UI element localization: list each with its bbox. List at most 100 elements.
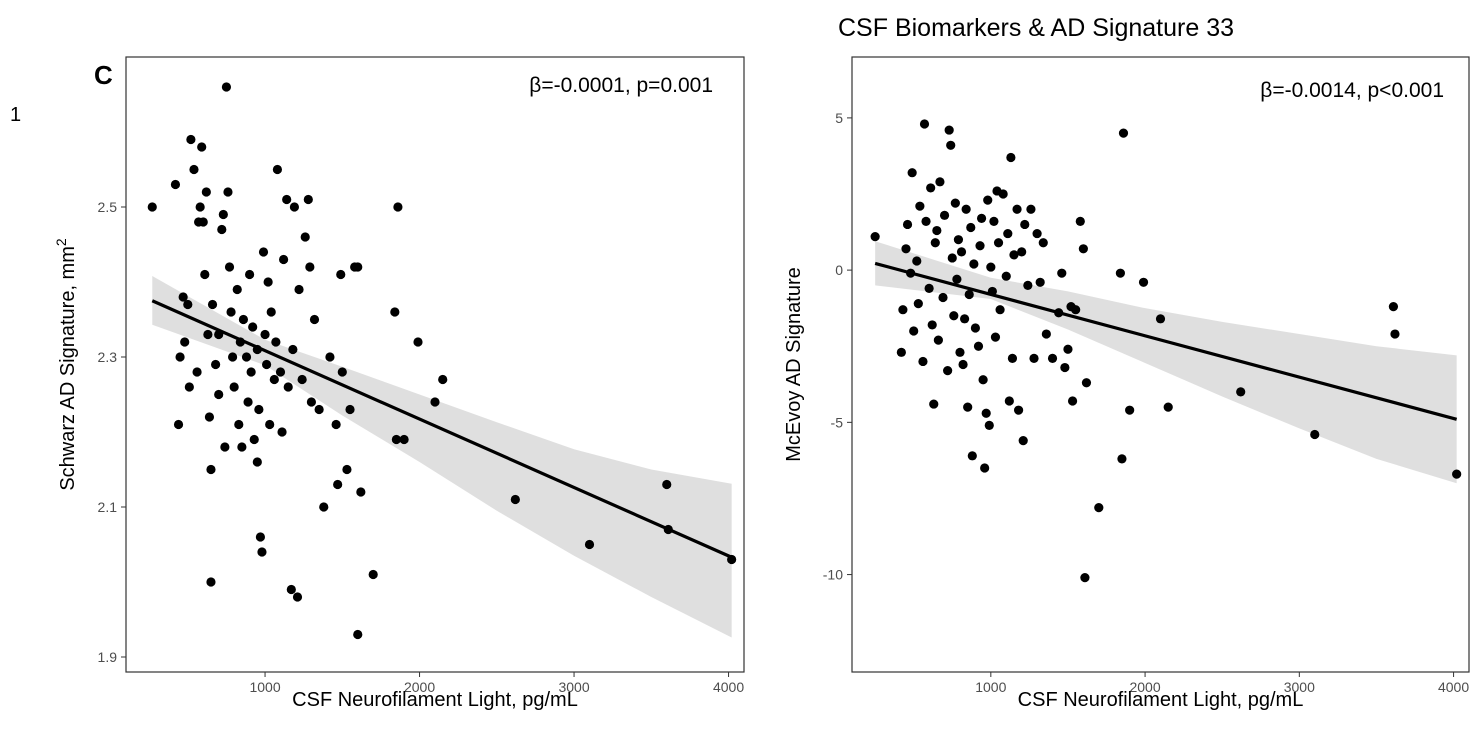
- data-point: [993, 238, 1004, 248]
- stat-annotation: β=-0.0014, p<0.001: [1260, 79, 1444, 102]
- regression-line: [874, 261, 1458, 421]
- data-point: [898, 305, 908, 315]
- data-point: [1236, 387, 1246, 397]
- data-point: [935, 177, 945, 187]
- data-point: [1023, 280, 1033, 290]
- data-point: [1452, 469, 1462, 479]
- data-point: [1001, 271, 1011, 281]
- data-point: [978, 375, 988, 385]
- data-point: [391, 434, 401, 445]
- data-point: [1026, 204, 1036, 214]
- data-point: [963, 402, 973, 412]
- data-point: [1041, 329, 1051, 339]
- data-point: [960, 314, 970, 324]
- data-point: [175, 352, 185, 362]
- data-point: [1078, 244, 1088, 254]
- data-point: [430, 397, 440, 407]
- data-point: [336, 269, 346, 280]
- data-point: [975, 241, 985, 251]
- data-point: [189, 164, 199, 175]
- data-point: [186, 134, 196, 145]
- y-tick-label: -5: [831, 414, 844, 430]
- data-point: [192, 367, 202, 377]
- x-tick-label: 1000: [249, 679, 280, 695]
- data-point: [929, 399, 939, 409]
- data-point: [258, 247, 269, 257]
- data-point: [221, 82, 232, 92]
- y-tick-label: -10: [823, 567, 843, 583]
- data-point: [271, 337, 281, 347]
- data-point: [1047, 353, 1058, 364]
- data-point: [1003, 228, 1013, 239]
- data-point: [927, 320, 937, 330]
- data-point: [266, 307, 276, 317]
- data-point: [950, 198, 960, 208]
- data-point: [261, 359, 272, 370]
- data-point: [510, 494, 520, 505]
- regression-line: [151, 299, 733, 559]
- data-point: [183, 299, 193, 310]
- x-tick-label: 3000: [558, 679, 589, 695]
- data-point: [964, 289, 974, 300]
- data-point: [282, 194, 292, 205]
- data-point: [319, 502, 329, 512]
- data-point: [289, 202, 300, 212]
- data-point: [217, 224, 227, 235]
- data-point: [1006, 152, 1016, 163]
- data-point: [902, 219, 913, 230]
- data-point: [303, 194, 313, 205]
- y-axis-title: McEvoy AD Signature: [783, 267, 805, 462]
- data-point: [220, 442, 230, 452]
- data-point: [314, 404, 324, 415]
- figure-title: CSF Biomarkers & AD Signature 33: [838, 14, 1234, 42]
- data-point: [288, 344, 298, 355]
- data-point: [919, 119, 930, 129]
- plot-frame: [125, 56, 745, 673]
- x-tick-label: 4000: [1438, 679, 1469, 695]
- data-point: [984, 420, 994, 430]
- data-point: [970, 323, 981, 333]
- data-point: [1118, 128, 1129, 138]
- data-point: [1163, 402, 1173, 412]
- data-point: [1125, 405, 1135, 415]
- data-point: [254, 404, 264, 415]
- y-axis-title-superscript: 2: [53, 238, 69, 246]
- data-point: [584, 539, 595, 550]
- data-point: [958, 359, 968, 370]
- data-point: [234, 419, 244, 430]
- data-point: [229, 382, 239, 392]
- data-point: [983, 195, 993, 205]
- data-point: [206, 464, 216, 475]
- data-point: [331, 419, 341, 430]
- panel-label: C: [94, 60, 113, 90]
- data-point: [944, 125, 954, 135]
- data-point: [390, 307, 400, 317]
- data-point: [913, 299, 923, 309]
- data-point: [206, 577, 216, 587]
- data-point: [969, 259, 979, 269]
- data-point: [1075, 216, 1085, 227]
- y-tick-label: 2.1: [98, 499, 118, 515]
- data-point: [147, 202, 157, 212]
- data-point: [981, 408, 991, 418]
- data-point: [1020, 219, 1030, 230]
- data-point: [204, 412, 215, 422]
- data-point: [966, 222, 976, 233]
- data-point: [973, 341, 984, 351]
- data-point: [197, 142, 207, 152]
- data-point: [1009, 250, 1019, 260]
- data-point: [662, 479, 672, 490]
- data-point: [949, 311, 959, 321]
- data-point: [248, 322, 258, 332]
- data-point: [203, 329, 213, 340]
- data-point: [306, 397, 316, 407]
- data-point: [300, 232, 310, 242]
- data-point: [1060, 362, 1070, 373]
- data-point: [211, 359, 221, 370]
- data-point: [1155, 314, 1166, 324]
- data-point: [952, 274, 962, 284]
- data-point: [1115, 268, 1125, 278]
- data-point: [232, 284, 242, 295]
- data-point: [224, 262, 235, 272]
